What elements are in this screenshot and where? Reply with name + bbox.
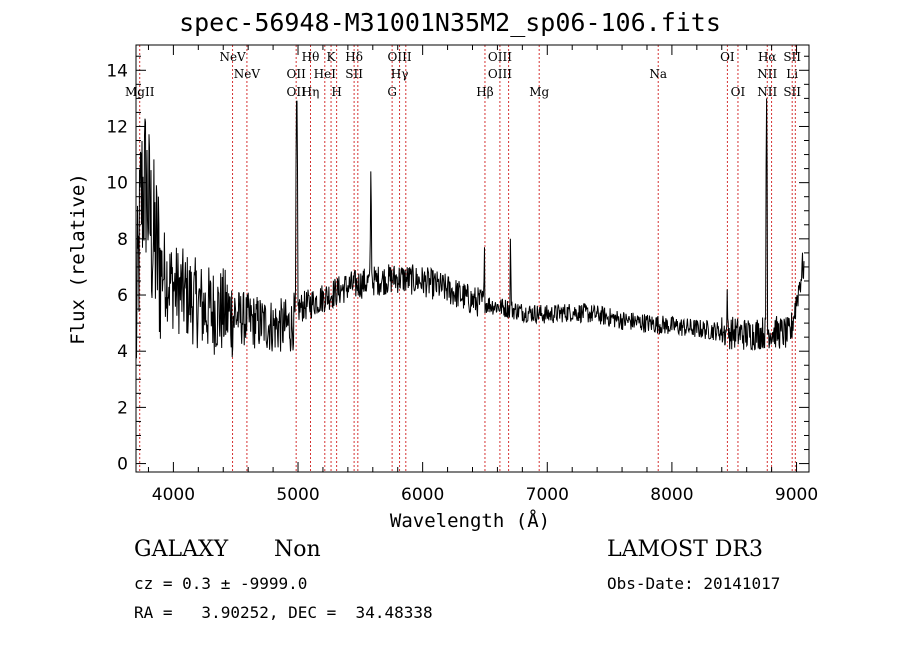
plot-frame: [135, 44, 810, 473]
y-tick-label: 2: [117, 398, 128, 418]
line-marker-label: OIII: [488, 50, 512, 64]
object-class: GALAXY: [134, 537, 229, 562]
y-tick-label: 10: [106, 174, 128, 194]
x-tick-label: 9000: [775, 485, 818, 505]
y-tick-label: 8: [117, 230, 128, 250]
y-tick-label: 14: [106, 61, 128, 81]
line-marker-label: OII: [286, 67, 306, 81]
line-marker-label: SII: [783, 85, 801, 99]
y-tick-label: 0: [117, 455, 128, 475]
line-marker-label: HeI: [314, 67, 337, 81]
line-marker-label: Li: [786, 67, 798, 81]
line-marker-label: NII: [757, 85, 777, 99]
survey-name: LAMOST DR3: [607, 537, 763, 562]
line-marker-label: Hδ: [345, 50, 363, 64]
x-tick-label: 5000: [276, 485, 319, 505]
x-axis-label: Wavelength (Å): [389, 510, 551, 532]
line-marker-label: Hη: [302, 85, 320, 99]
object-subclass: Non: [274, 537, 321, 562]
y-tick-label: 6: [117, 286, 128, 306]
line-marker-label: Mg: [529, 85, 549, 99]
line-marker-label: Hγ: [391, 67, 409, 81]
line-marker-label: SII: [345, 67, 363, 81]
y-axis-label: Flux (relative): [67, 173, 89, 345]
line-marker-label: G: [387, 85, 397, 99]
redshift-readout: cz = 0.3 ± -9999.0: [134, 574, 308, 593]
spectrum-layer: [135, 98, 805, 359]
spectrum-line: [135, 98, 805, 359]
line-marker-label: OIII: [488, 67, 512, 81]
y-tick-label: 12: [106, 117, 128, 137]
x-tick-label: 6000: [401, 485, 444, 505]
line-marker-layer: [139, 45, 796, 472]
line-marker-label: Hβ: [476, 85, 493, 99]
line-marker-label: OI: [731, 85, 746, 99]
axis-ticks: 4000 5000 6000 7000 8000 9000 0 2 4 6 8 10 12 14: [106, 45, 818, 505]
line-marker-label: NII: [757, 67, 777, 81]
line-marker-label: K: [327, 50, 337, 64]
chart-title: spec-56948-M31001N35M2_sp06-106.fits: [179, 8, 721, 37]
line-marker-label: Na: [649, 67, 667, 81]
x-tick-label: 7000: [526, 485, 569, 505]
coordinates-readout: RA = 3.90252, DEC = 34.48338: [134, 603, 433, 622]
line-marker-label: OIII: [388, 50, 412, 64]
line-marker-label: SII: [783, 50, 801, 64]
line-marker-label: Hθ: [302, 50, 320, 64]
line-marker-label: OII: [286, 85, 306, 99]
x-tick-label: 4000: [152, 485, 195, 505]
line-marker-label: NeV: [234, 67, 261, 81]
line-marker-label: MgII: [125, 85, 155, 99]
line-marker-label: Hα: [758, 50, 777, 64]
line-marker-label: H: [331, 85, 341, 99]
observation-date: Obs-Date: 20141017: [607, 574, 781, 593]
line-label-layer: MgII NeV NeV OII OII Hθ Hη HeI K H Hδ SII G OIII Hγ Hβ O…: [125, 50, 801, 99]
x-tick-label: 8000: [650, 485, 693, 505]
line-marker-label: OI: [720, 50, 735, 64]
line-marker-label: NeV: [219, 50, 246, 64]
y-tick-label: 4: [117, 342, 128, 362]
